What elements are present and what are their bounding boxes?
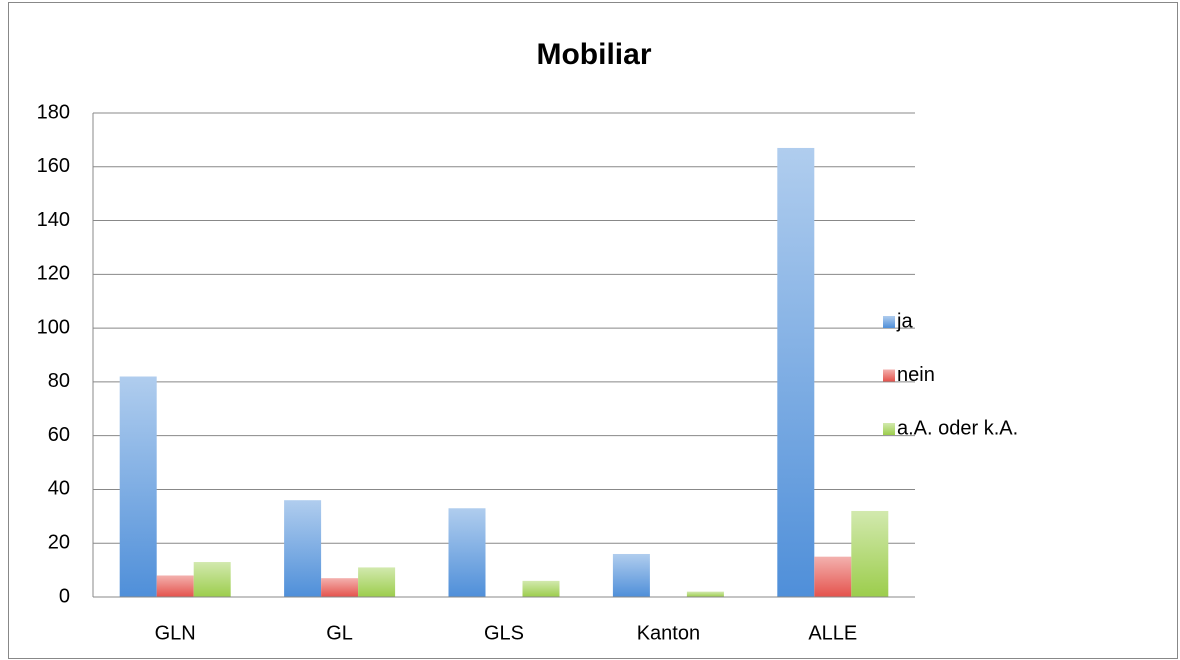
y-tick-label: 100: [37, 316, 70, 338]
y-tick-label: 60: [48, 424, 70, 446]
bar: [156, 575, 194, 597]
x-tick-label: GLN: [155, 622, 196, 644]
chart-frame: [8, 2, 1178, 659]
x-tick-label: Kanton: [637, 622, 700, 644]
y-tick-label: 20: [48, 532, 70, 554]
bar: [321, 578, 359, 597]
x-tick-label: ALLE: [808, 622, 857, 644]
y-tick-label: 160: [37, 155, 70, 177]
bar: [358, 567, 396, 597]
bar: [612, 553, 650, 597]
legend-swatch: [883, 423, 895, 435]
legend-swatch: [883, 316, 895, 328]
bar: [448, 508, 486, 597]
y-tick-label: 140: [37, 209, 70, 231]
legend-label: nein: [897, 364, 935, 386]
legend-label: a.A. oder k.A.: [897, 417, 1018, 439]
y-tick-label: 180: [37, 101, 70, 123]
x-tick-label: GLS: [484, 622, 524, 644]
bar: [522, 580, 560, 597]
bar: [851, 510, 889, 597]
legend-swatch: [883, 369, 895, 382]
bar: [193, 562, 231, 597]
bar: [686, 591, 724, 597]
bar: [284, 500, 322, 597]
x-tick-label: GL: [326, 622, 353, 644]
bar: [777, 147, 815, 597]
bar: [814, 556, 852, 597]
y-tick-label: 40: [48, 478, 70, 500]
y-tick-label: 80: [48, 370, 70, 392]
chart-title: Mobiliar: [536, 38, 651, 71]
y-tick-label: 120: [37, 263, 70, 285]
bar: [119, 376, 157, 597]
legend-label: ja: [896, 310, 913, 332]
y-tick-label: 0: [59, 585, 70, 607]
